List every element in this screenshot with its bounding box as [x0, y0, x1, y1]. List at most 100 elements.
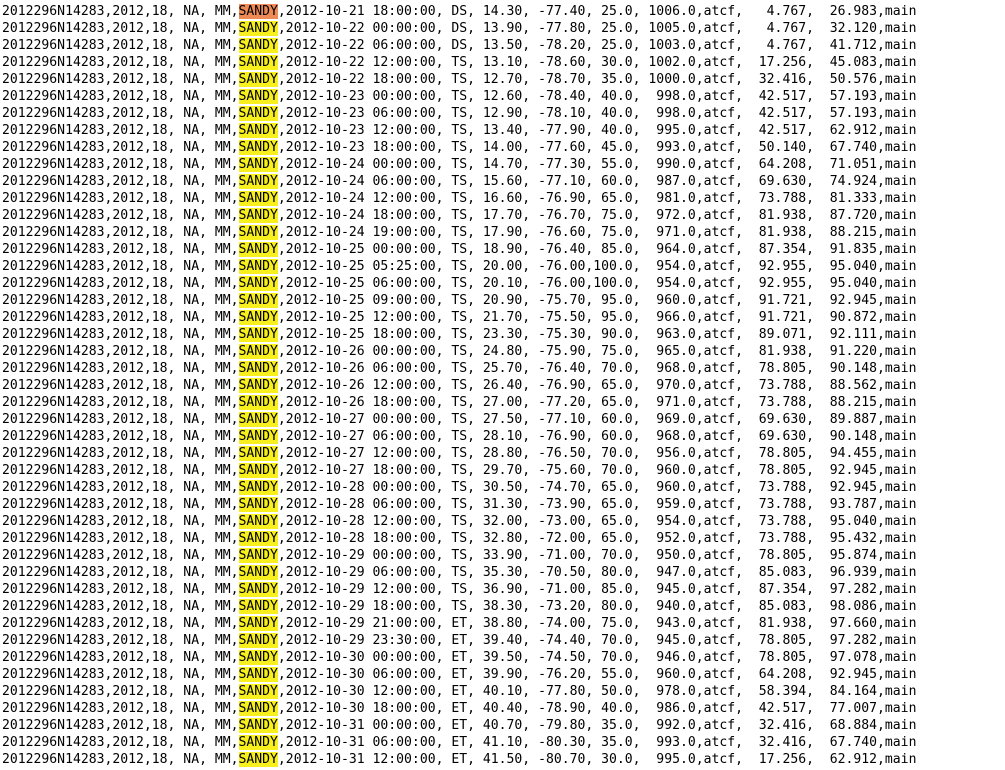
text-editor-content[interactable]: 2012296N14283,2012,18, NA, MM,SANDY,2012… — [2, 3, 1003, 770]
line-prefix: 2012296N14283,2012,18, NA, MM, — [2, 208, 239, 223]
text-line[interactable]: 2012296N14283,2012,18, NA, MM,SANDY,2012… — [2, 241, 1003, 258]
line-prefix: 2012296N14283,2012,18, NA, MM, — [2, 548, 239, 563]
line-prefix: 2012296N14283,2012,18, NA, MM, — [2, 514, 239, 529]
line-suffix: ,2012-10-26 12:00:00, TS, 26.40, -76.90,… — [277, 378, 917, 393]
text-line[interactable]: 2012296N14283,2012,18, NA, MM,SANDY,2012… — [2, 581, 1003, 598]
text-line[interactable]: 2012296N14283,2012,18, NA, MM,SANDY,2012… — [2, 445, 1003, 462]
line-prefix: 2012296N14283,2012,18, NA, MM, — [2, 684, 239, 699]
text-line[interactable]: 2012296N14283,2012,18, NA, MM,SANDY,2012… — [2, 343, 1003, 360]
line-prefix: 2012296N14283,2012,18, NA, MM, — [2, 293, 239, 308]
search-match-highlight: SANDY — [238, 208, 278, 223]
search-match-highlight: SANDY — [238, 480, 278, 495]
line-prefix: 2012296N14283,2012,18, NA, MM, — [2, 38, 239, 53]
search-match-highlight: SANDY — [238, 225, 278, 240]
text-line[interactable]: 2012296N14283,2012,18, NA, MM,SANDY,2012… — [2, 258, 1003, 275]
text-line[interactable]: 2012296N14283,2012,18, NA, MM,SANDY,2012… — [2, 377, 1003, 394]
line-prefix: 2012296N14283,2012,18, NA, MM, — [2, 446, 239, 461]
search-match-highlight: SANDY — [238, 531, 278, 546]
text-line[interactable]: 2012296N14283,2012,18, NA, MM,SANDY,2012… — [2, 88, 1003, 105]
text-line[interactable]: 2012296N14283,2012,18, NA, MM,SANDY,2012… — [2, 683, 1003, 700]
text-line[interactable]: 2012296N14283,2012,18, NA, MM,SANDY,2012… — [2, 37, 1003, 54]
line-suffix: ,2012-10-26 18:00:00, TS, 27.00, -77.20,… — [277, 395, 917, 410]
line-suffix: ,2012-10-30 06:00:00, ET, 39.90, -76.20,… — [277, 667, 917, 682]
line-prefix: 2012296N14283,2012,18, NA, MM, — [2, 21, 239, 36]
line-suffix: ,2012-10-27 06:00:00, TS, 28.10, -76.90,… — [277, 429, 917, 444]
line-prefix: 2012296N14283,2012,18, NA, MM, — [2, 650, 239, 665]
line-suffix: ,2012-10-24 06:00:00, TS, 15.60, -77.10,… — [277, 174, 917, 189]
search-match-highlight: SANDY — [238, 157, 278, 172]
text-line[interactable]: 2012296N14283,2012,18, NA, MM,SANDY,2012… — [2, 700, 1003, 717]
text-line[interactable]: 2012296N14283,2012,18, NA, MM,SANDY,2012… — [2, 717, 1003, 734]
text-line[interactable]: 2012296N14283,2012,18, NA, MM,SANDY,2012… — [2, 530, 1003, 547]
search-match-highlight: SANDY — [238, 718, 278, 733]
text-line[interactable]: 2012296N14283,2012,18, NA, MM,SANDY,2012… — [2, 326, 1003, 343]
line-prefix: 2012296N14283,2012,18, NA, MM, — [2, 599, 239, 614]
line-suffix: ,2012-10-28 06:00:00, TS, 31.30, -73.90,… — [277, 497, 917, 512]
text-line[interactable]: 2012296N14283,2012,18, NA, MM,SANDY,2012… — [2, 105, 1003, 122]
text-line[interactable]: 2012296N14283,2012,18, NA, MM,SANDY,2012… — [2, 615, 1003, 632]
line-suffix: ,2012-10-25 18:00:00, TS, 23.30, -75.30,… — [277, 327, 917, 342]
text-line[interactable]: 2012296N14283,2012,18, NA, MM,SANDY,2012… — [2, 190, 1003, 207]
line-suffix: ,2012-10-27 18:00:00, TS, 29.70, -75.60,… — [277, 463, 917, 478]
search-match-highlight: SANDY — [238, 327, 278, 342]
text-line[interactable]: 2012296N14283,2012,18, NA, MM,SANDY,2012… — [2, 547, 1003, 564]
text-line[interactable]: 2012296N14283,2012,18, NA, MM,SANDY,2012… — [2, 207, 1003, 224]
text-line[interactable]: 2012296N14283,2012,18, NA, MM,SANDY,2012… — [2, 71, 1003, 88]
text-line[interactable]: 2012296N14283,2012,18, NA, MM,SANDY,2012… — [2, 20, 1003, 37]
text-line[interactable]: 2012296N14283,2012,18, NA, MM,SANDY,2012… — [2, 496, 1003, 513]
text-line[interactable]: 2012296N14283,2012,18, NA, MM,SANDY,2012… — [2, 275, 1003, 292]
text-line[interactable]: 2012296N14283,2012,18, NA, MM,SANDY,2012… — [2, 428, 1003, 445]
text-line[interactable]: 2012296N14283,2012,18, NA, MM,SANDY,2012… — [2, 734, 1003, 751]
search-match-highlight: SANDY — [238, 123, 278, 138]
line-suffix: ,2012-10-25 12:00:00, TS, 21.70, -75.50,… — [277, 310, 917, 325]
search-match-highlight: SANDY — [238, 174, 278, 189]
text-line[interactable]: 2012296N14283,2012,18, NA, MM,SANDY,2012… — [2, 54, 1003, 71]
line-prefix: 2012296N14283,2012,18, NA, MM, — [2, 259, 239, 274]
text-line[interactable]: 2012296N14283,2012,18, NA, MM,SANDY,2012… — [2, 173, 1003, 190]
text-line[interactable]: 2012296N14283,2012,18, NA, MM,SANDY,2012… — [2, 479, 1003, 496]
line-prefix: 2012296N14283,2012,18, NA, MM, — [2, 429, 239, 444]
text-line[interactable]: 2012296N14283,2012,18, NA, MM,SANDY,2012… — [2, 309, 1003, 326]
line-prefix: 2012296N14283,2012,18, NA, MM, — [2, 735, 239, 750]
line-suffix: ,2012-10-23 00:00:00, TS, 12.60, -78.40,… — [277, 89, 917, 104]
line-prefix: 2012296N14283,2012,18, NA, MM, — [2, 531, 239, 546]
line-prefix: 2012296N14283,2012,18, NA, MM, — [2, 412, 239, 427]
line-suffix: ,2012-10-22 06:00:00, DS, 13.50, -78.20,… — [277, 38, 917, 53]
text-line[interactable]: 2012296N14283,2012,18, NA, MM,SANDY,2012… — [2, 564, 1003, 581]
text-line[interactable]: 2012296N14283,2012,18, NA, MM,SANDY,2012… — [2, 751, 1003, 768]
text-line[interactable]: 2012296N14283,2012,18, NA, MM,SANDY,2012… — [2, 632, 1003, 649]
text-line[interactable]: 2012296N14283,2012,18, NA, MM,SANDY,2012… — [2, 598, 1003, 615]
line-suffix: ,2012-10-23 18:00:00, TS, 14.00, -77.60,… — [277, 140, 917, 155]
line-prefix: 2012296N14283,2012,18, NA, MM, — [2, 191, 239, 206]
search-match-highlight: SANDY — [238, 191, 278, 206]
text-line[interactable]: 2012296N14283,2012,18, NA, MM,SANDY,2012… — [2, 649, 1003, 666]
line-suffix: ,2012-10-25 00:00:00, TS, 18.90, -76.40,… — [277, 242, 917, 257]
search-match-highlight: SANDY — [238, 106, 278, 121]
line-prefix: 2012296N14283,2012,18, NA, MM, — [2, 667, 239, 682]
line-prefix: 2012296N14283,2012,18, NA, MM, — [2, 157, 239, 172]
text-line[interactable]: 2012296N14283,2012,18, NA, MM,SANDY,2012… — [2, 224, 1003, 241]
text-line[interactable]: 2012296N14283,2012,18, NA, MM,SANDY,2012… — [2, 3, 1003, 20]
text-line[interactable]: 2012296N14283,2012,18, NA, MM,SANDY,2012… — [2, 139, 1003, 156]
search-match-highlight: SANDY — [238, 616, 278, 631]
line-suffix: ,2012-10-25 06:00:00, TS, 20.10, -76.00,… — [277, 276, 917, 291]
text-line[interactable]: 2012296N14283,2012,18, NA, MM,SANDY,2012… — [2, 462, 1003, 479]
text-line[interactable]: 2012296N14283,2012,18, NA, MM,SANDY,2012… — [2, 156, 1003, 173]
search-match-highlight: SANDY — [238, 463, 278, 478]
search-match-highlight: SANDY — [238, 548, 278, 563]
text-line[interactable]: 2012296N14283,2012,18, NA, MM,SANDY,2012… — [2, 360, 1003, 377]
search-match-highlight: SANDY — [238, 650, 278, 665]
line-prefix: 2012296N14283,2012,18, NA, MM, — [2, 242, 239, 257]
line-suffix: ,2012-10-26 00:00:00, TS, 24.80, -75.90,… — [277, 344, 917, 359]
line-suffix: ,2012-10-30 00:00:00, ET, 39.50, -74.50,… — [277, 650, 917, 665]
text-line[interactable]: 2012296N14283,2012,18, NA, MM,SANDY,2012… — [2, 411, 1003, 428]
line-suffix: ,2012-10-25 05:25:00, TS, 20.00, -76.00,… — [277, 259, 917, 274]
text-line[interactable]: 2012296N14283,2012,18, NA, MM,SANDY,2012… — [2, 666, 1003, 683]
line-suffix: ,2012-10-22 12:00:00, TS, 13.10, -78.60,… — [277, 55, 917, 70]
text-line[interactable]: 2012296N14283,2012,18, NA, MM,SANDY,2012… — [2, 394, 1003, 411]
text-line[interactable]: 2012296N14283,2012,18, NA, MM,SANDY,2012… — [2, 122, 1003, 139]
text-line[interactable]: 2012296N14283,2012,18, NA, MM,SANDY,2012… — [2, 513, 1003, 530]
text-line[interactable]: 2012296N14283,2012,18, NA, MM,SANDY,2012… — [2, 292, 1003, 309]
line-suffix: ,2012-10-28 00:00:00, TS, 30.50, -74.70,… — [277, 480, 917, 495]
search-match-highlight: SANDY — [238, 752, 278, 767]
